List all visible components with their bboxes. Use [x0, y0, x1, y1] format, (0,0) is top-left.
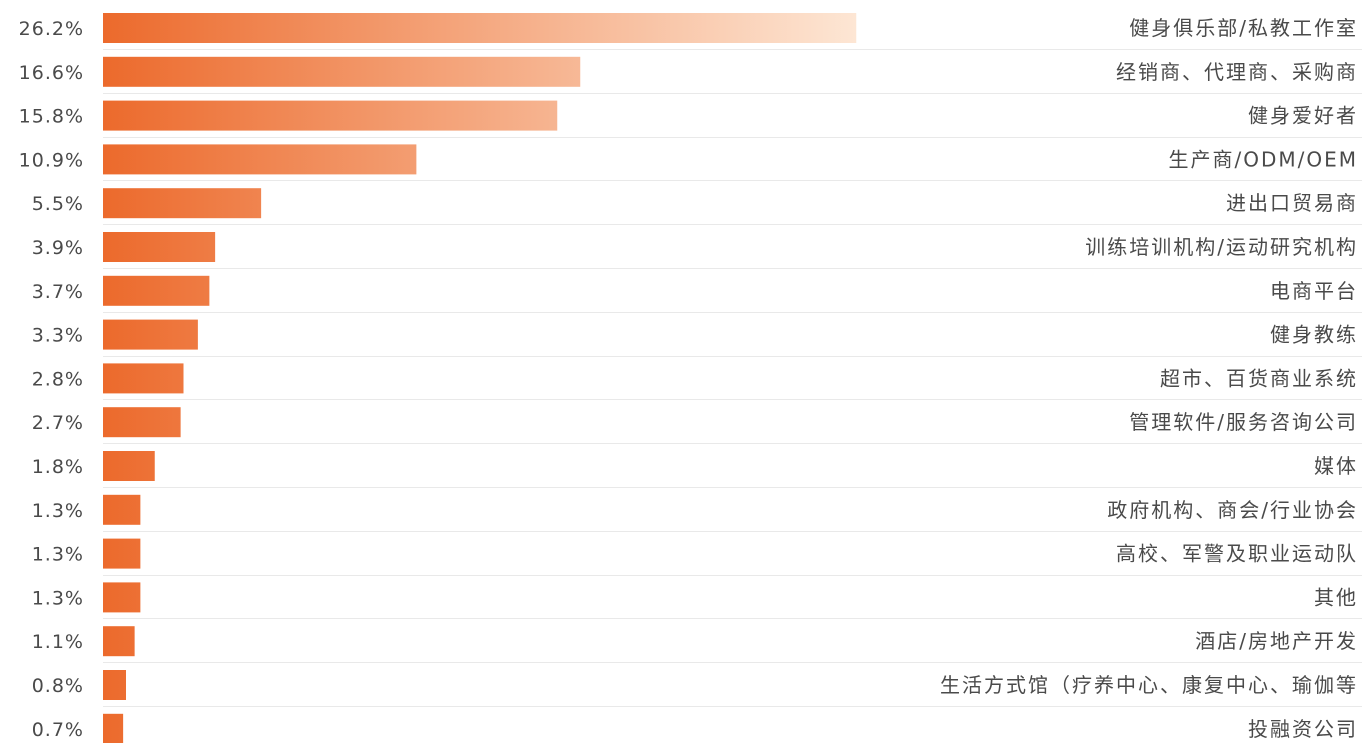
bar [103, 713, 124, 743]
bar [103, 188, 262, 219]
value-label: 1.3% [32, 500, 84, 522]
value-label: 16.6% [19, 62, 84, 84]
bar [103, 144, 417, 175]
category-label: 投融资公司 [1248, 717, 1358, 741]
value-label: 1.1% [32, 631, 84, 653]
bar [103, 363, 184, 394]
category-label: 酒店/房地产开发 [1195, 629, 1358, 653]
value-label: 2.7% [32, 412, 84, 434]
category-label: 健身教练 [1270, 323, 1358, 347]
category-label: 健身爱好者 [1248, 104, 1358, 128]
bar [103, 626, 135, 657]
value-label: 26.2% [19, 18, 84, 40]
value-label: 3.3% [32, 325, 84, 347]
category-label: 高校、军警及职业运动队 [1116, 542, 1358, 566]
bar [103, 56, 581, 87]
category-label: 进出口贸易商 [1226, 191, 1358, 215]
value-label: 2.8% [32, 368, 84, 390]
category-label: 管理软件/服务咨询公司 [1129, 410, 1358, 434]
bar [103, 232, 216, 262]
bar [103, 494, 141, 525]
value-label: 3.7% [32, 281, 84, 303]
value-label: 5.5% [32, 193, 84, 215]
value-label: 0.8% [32, 675, 84, 697]
category-label: 超市、百货商业系统 [1160, 366, 1358, 390]
category-label: 训练培训机构/运动研究机构 [1085, 235, 1358, 259]
bar [103, 670, 126, 700]
bar [103, 538, 141, 569]
value-label: 1.3% [32, 587, 84, 609]
value-label: 10.9% [19, 149, 84, 171]
category-label: 生活方式馆（疗养中心、康复中心、瑜伽等 [940, 673, 1358, 697]
category-label: 其他 [1314, 585, 1358, 609]
value-label: 0.7% [32, 719, 84, 741]
bar [103, 275, 210, 306]
category-label: 健身俱乐部/私教工作室 [1129, 16, 1358, 40]
bar [103, 407, 181, 438]
bar [103, 451, 155, 481]
category-label: 生产商/ODM/OEM [1168, 147, 1358, 171]
value-label: 1.8% [32, 456, 84, 478]
bar [103, 100, 558, 131]
value-label: 3.9% [32, 237, 84, 259]
bar [103, 319, 198, 350]
bar [103, 582, 141, 613]
category-label: 政府机构、商会/行业协会 [1107, 498, 1358, 522]
bar [103, 13, 857, 43]
category-label: 媒体 [1314, 454, 1358, 478]
value-label: 15.8% [19, 106, 84, 128]
value-label: 1.3% [32, 544, 84, 566]
category-label: 电商平台 [1270, 279, 1358, 303]
category-label: 经销商、代理商、采购商 [1116, 60, 1358, 84]
